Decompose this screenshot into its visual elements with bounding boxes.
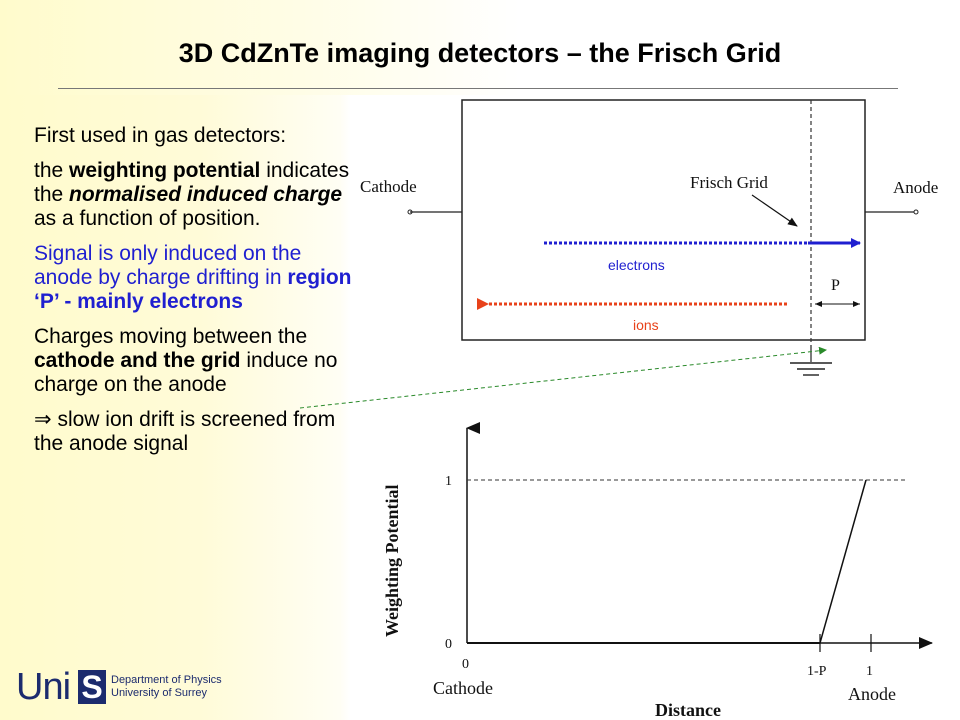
- slide-title: 3D CdZnTe imaging detectors – the Frisch…: [178, 38, 782, 68]
- ions-label: ions: [633, 317, 659, 333]
- anode-label: Anode: [893, 178, 938, 197]
- text-fragment: Charges moving between the: [34, 325, 308, 348]
- detector-body: [461, 99, 866, 341]
- title-divider: [58, 88, 898, 89]
- potential-rise-segment: [819, 479, 867, 644]
- cathode-label: Cathode: [360, 177, 417, 196]
- logo-uni-text: Uni: [16, 666, 71, 708]
- frisch-grid-pointer: [751, 194, 798, 227]
- logo-dept-line2: University of Surrey: [111, 687, 207, 699]
- x-tick-1p-label: 1-P: [807, 664, 827, 679]
- x-axis-label: Distance: [655, 700, 721, 720]
- y-tick-1-label: 1: [445, 474, 452, 489]
- logo-dept-line1: Department of Physics: [111, 674, 222, 686]
- region-p-arrow-left: [815, 301, 822, 307]
- weighting-potential-graph: 1 0 0 1-P 1 Cathode Anode Distance Weigh…: [382, 422, 933, 720]
- paragraph-weighting-potential: the weighting potential indicates the no…: [34, 159, 359, 231]
- region-link-line: [299, 346, 827, 409]
- cathode-terminal: [407, 209, 413, 215]
- x-tick-1-label: 1: [866, 664, 873, 679]
- anode-terminal: [913, 209, 919, 215]
- university-logo: Uni S Department of Physics University o…: [16, 666, 236, 708]
- paragraph-ion-drift: ⇒ slow ion drift is screened from the an…: [34, 408, 359, 456]
- bold-term-cathode-grid: cathode and the grid: [34, 349, 241, 372]
- x-cathode-label: Cathode: [433, 678, 493, 698]
- text-fragment: indicates the: [34, 159, 350, 206]
- logo-s-block: S: [78, 670, 106, 704]
- paragraph-text: First used in gas detectors:: [34, 124, 287, 147]
- region-p-arrow-right: [853, 301, 860, 307]
- paragraph-cathode-grid: Charges moving between the cathode and t…: [34, 325, 359, 397]
- detector-schematic: Frisch Grid Cathode Anode P electrons io…: [360, 99, 938, 376]
- x-anode-label: Anode: [848, 684, 896, 704]
- text-fragment: induce no charge on the anode: [34, 349, 338, 396]
- bold-term-weighting-potential: weighting potential: [69, 159, 261, 182]
- y-tick-0-label: 0: [445, 637, 452, 652]
- bold-italic-term-normalised-charge: normalised induced charge: [69, 183, 343, 206]
- region-p-label: P: [831, 277, 840, 294]
- paragraph-gas-detectors: First used in gas detectors:: [34, 124, 359, 148]
- text-fragment: as a function of position.: [34, 207, 261, 230]
- bold-term-region-p: region ‘P’ - mainly electrons: [34, 266, 352, 313]
- implies-symbol: ⇒: [34, 408, 52, 431]
- frisch-grid-label: Frisch Grid: [690, 173, 768, 192]
- electrons-label: electrons: [608, 257, 665, 273]
- x-tick-0-label: 0: [462, 657, 469, 672]
- slide-background-top: [0, 0, 960, 95]
- text-fragment: slow ion drift is screened from the anod…: [34, 408, 336, 455]
- paragraph-region-p: Signal is only induced on the anode by c…: [34, 242, 359, 314]
- y-axis-label: Weighting Potential: [382, 485, 402, 638]
- logo-department-text: Department of Physics University of Surr…: [111, 674, 222, 700]
- text-column: First used in gas detectors: the weighti…: [34, 124, 359, 467]
- text-fragment: Signal is only induced on the anode by c…: [34, 242, 302, 289]
- text-fragment: the: [34, 159, 70, 182]
